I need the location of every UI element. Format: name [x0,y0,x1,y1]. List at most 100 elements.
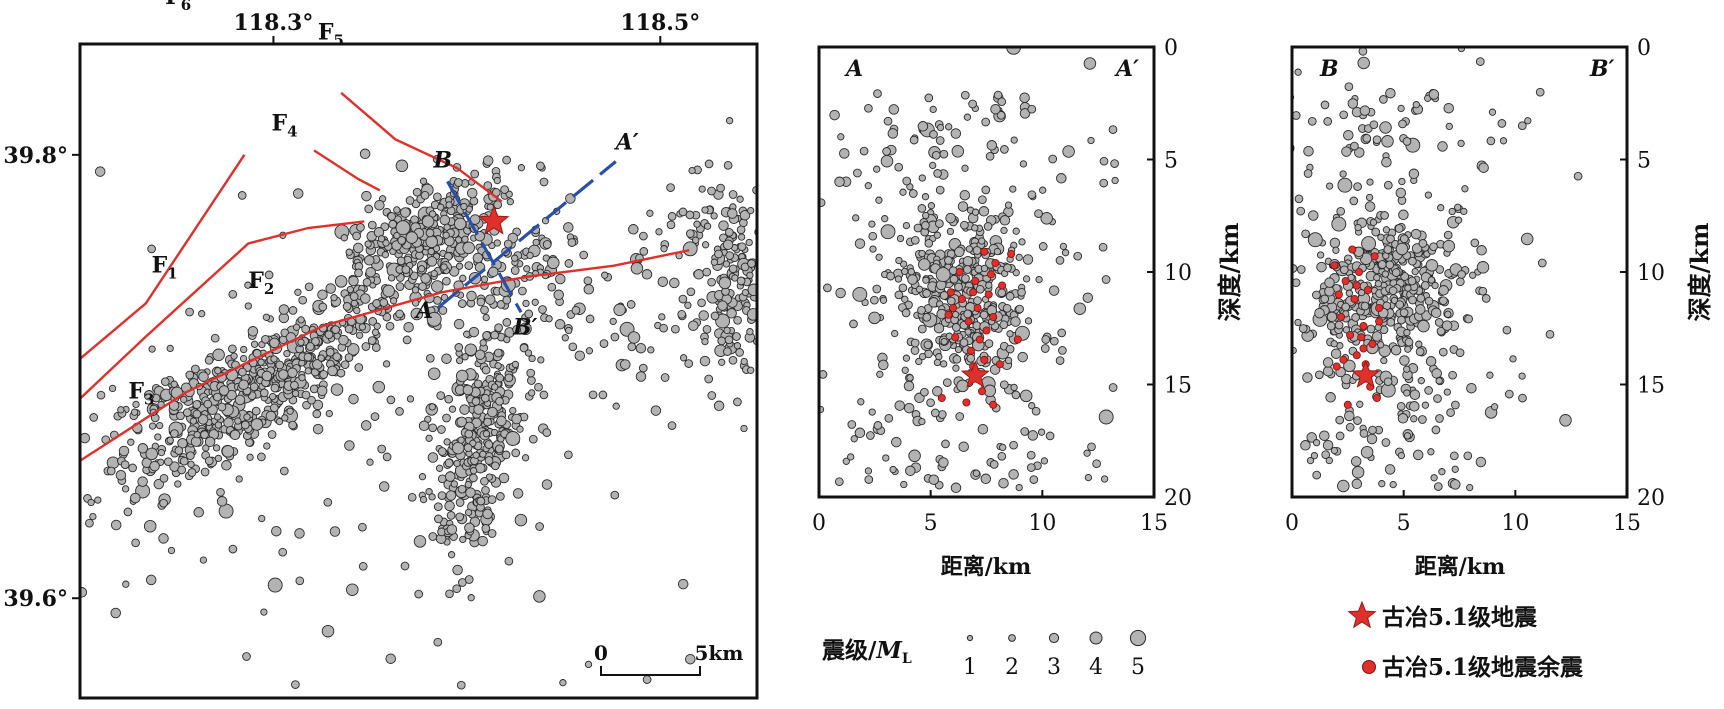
fault-line-2 [80,220,365,400]
event-marker [724,335,734,345]
event-marker [221,460,232,471]
event-marker [1430,307,1442,319]
event-marker [1573,171,1583,181]
event-marker [1027,104,1037,114]
profile-xtick-label: 10 [1501,511,1529,536]
event-marker [324,330,334,340]
event-marker [385,653,396,664]
event-marker [657,276,669,287]
profile-ytick-label: 20 [1637,486,1665,511]
aftershock-marker [982,326,991,335]
event-marker [740,357,748,366]
event-marker [1303,169,1313,178]
event-marker [1397,451,1406,460]
event-marker [461,353,469,361]
event-marker [933,231,941,239]
event-marker [500,185,509,194]
magnitude-legend-label-4: 4 [1089,655,1103,680]
event-marker [1448,207,1456,216]
event-marker [1396,401,1406,411]
event-marker [1323,117,1333,126]
event-marker [1341,302,1351,312]
event-marker [534,382,543,392]
event-marker [959,189,971,201]
event-marker [1464,314,1473,324]
event-marker [1389,480,1397,489]
event-marker [238,379,249,390]
event-marker [1344,82,1354,92]
event-marker [493,200,503,210]
event-marker [378,481,390,492]
event-marker [915,357,923,366]
profile-lines [436,160,617,314]
event-marker [346,285,354,294]
event-marker [311,337,320,346]
event-marker [553,289,564,301]
event-marker [189,417,198,425]
event-marker [237,191,247,200]
event-marker [583,276,593,286]
aftershock-marker [978,387,987,396]
event-marker [491,461,500,471]
event-marker [137,443,149,454]
event-marker [921,193,930,201]
event-marker [481,485,490,495]
event-marker [1366,433,1378,445]
event-marker [1027,190,1037,200]
event-marker [1316,251,1325,259]
event-marker [1421,401,1430,409]
aftershock-marker [987,270,996,279]
event-marker [688,320,699,331]
event-marker [658,313,666,321]
event-marker [859,146,869,156]
event-marker [1049,336,1059,346]
event-marker [1320,100,1330,110]
event-marker [229,429,241,441]
profile-label-A-prime: A′ [614,129,639,155]
event-marker [364,255,375,266]
event-marker [145,447,158,461]
profile-ytick-label: 0 [1164,36,1178,61]
profile-a-xlabel: 距离/km [941,554,1032,580]
profile-xtick-label: 5 [1397,511,1411,536]
event-marker [1415,340,1423,348]
event-marker [950,482,962,494]
event-marker [1111,176,1119,185]
event-marker [388,219,398,229]
event-marker [1399,308,1409,318]
event-marker [1443,102,1454,114]
event-marker [701,337,709,346]
event-marker [479,450,487,458]
aftershock-marker [966,346,975,355]
event-marker [444,500,455,512]
event-marker [1000,226,1008,235]
profile-ytick-label: 15 [1164,374,1192,399]
event-marker [325,283,336,294]
event-marker [312,423,324,435]
event-marker [504,373,514,383]
event-marker [457,436,465,444]
profile-line-A [436,160,617,310]
event-marker [972,469,981,477]
event-marker [939,291,949,300]
event-marker [921,221,930,230]
event-marker [482,313,490,322]
event-marker [377,444,387,454]
event-marker [1061,249,1070,257]
event-marker [1003,263,1012,273]
event-marker [1403,432,1412,440]
event-marker [693,269,705,280]
event-marker [437,491,447,500]
event-marker [338,334,349,346]
event-marker [294,528,305,539]
event-marker [387,274,396,282]
event-marker [203,399,213,409]
event-marker [340,234,348,242]
event-marker [1469,271,1477,279]
event-marker [945,212,956,224]
event-marker [434,514,443,524]
event-marker [1403,328,1411,337]
event-marker [270,383,280,393]
event-marker [364,240,372,248]
event-marker [999,380,1009,390]
